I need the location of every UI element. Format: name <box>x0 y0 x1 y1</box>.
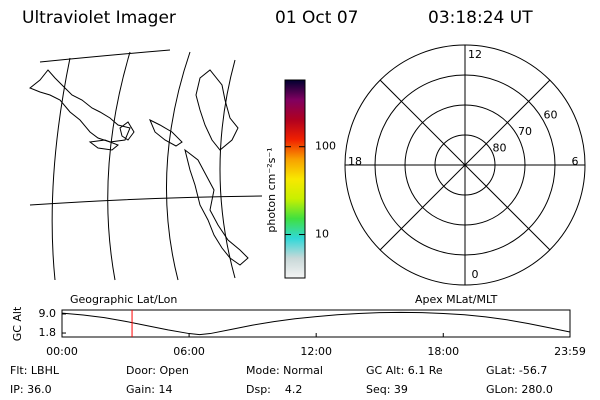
altitude-plot: GC Alt 9.0 1.8 00:00 06:00 12:00 18:00 23:59 <box>11 306 586 358</box>
lat-label: 80 <box>493 142 507 155</box>
mlt-label: 18 <box>348 155 362 168</box>
y-tick-label: 9.0 <box>39 307 57 320</box>
x-tick-label: 12:00 <box>300 345 332 358</box>
tick-label: 100 <box>315 140 336 153</box>
x-tick-label: 18:00 <box>427 345 459 358</box>
info-field: GLat: -56.7 <box>486 364 547 377</box>
map <box>29 49 263 281</box>
info-field: Flt: LBHL <box>10 364 60 377</box>
x-tick-label: 06:00 <box>173 345 205 358</box>
mlt-label: 6 <box>572 155 579 168</box>
polar-label: Apex MLat/MLT <box>415 293 498 306</box>
lat-label: 60 <box>544 109 558 122</box>
info-field: Gain: 14 <box>126 383 173 396</box>
info-field: GLon: 280.0 <box>486 383 553 396</box>
info-field: Mode: Normal <box>246 364 323 377</box>
y-axis-label: GC Alt <box>11 306 24 341</box>
lat-label: 70 <box>518 125 532 138</box>
x-tick-label: 23:59 <box>554 345 586 358</box>
colorbar: 10 100 <box>284 79 336 279</box>
mlt-label: 0 <box>472 268 479 281</box>
map-label: Geographic Lat/Lon <box>70 293 177 306</box>
x-tick-label: 00:00 <box>46 345 78 358</box>
time: 03:18:24 UT <box>428 8 533 28</box>
info-field: Dsp: 4.2 <box>246 383 302 396</box>
info-field: Seq: 39 <box>366 383 408 396</box>
colorbar-label: photon cm⁻²s⁻¹ <box>265 147 278 232</box>
y-tick-label: 1.8 <box>39 326 57 339</box>
title: Ultraviolet Imager <box>22 8 176 28</box>
colorbar-fill <box>284 79 306 279</box>
mlt-label: 12 <box>468 48 482 61</box>
info-field: Door: Open <box>126 364 189 377</box>
info-field: GC Alt: 6.1 Re <box>366 364 443 377</box>
tick-label: 10 <box>315 228 329 241</box>
info-panel: Flt: LBHL Door: Open Mode: Normal GC Alt: 6… <box>10 364 553 396</box>
date: 01 Oct 07 <box>275 8 358 28</box>
altitude-line <box>61 311 571 336</box>
info-field: IP: 36.0 <box>10 383 52 396</box>
